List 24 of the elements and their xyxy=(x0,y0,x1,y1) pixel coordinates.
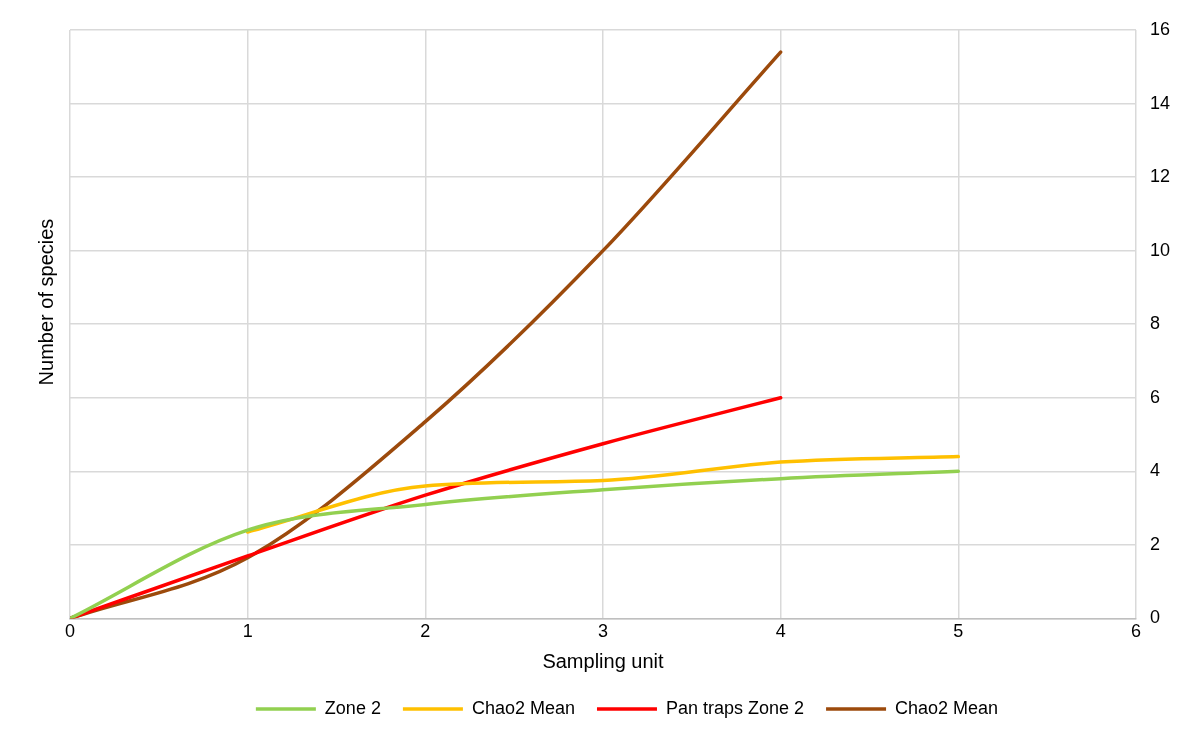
line-series xyxy=(245,454,961,534)
legend-label: Chao2 Mean xyxy=(471,697,575,718)
x-tick-label: 0 xyxy=(64,621,76,642)
x-axis-title: Sampling unit xyxy=(542,649,665,672)
legend-label: Chao2 Mean xyxy=(895,697,999,718)
legend-label: Pan traps Zone 2 xyxy=(665,697,805,718)
x-tick-label: 6 xyxy=(1130,621,1141,642)
y-tick-label: 14 xyxy=(1149,92,1171,113)
x-tick-label: 2 xyxy=(420,621,431,642)
line-series xyxy=(70,469,961,619)
y-tick-label: 8 xyxy=(1149,313,1160,334)
x-tick-label: 3 xyxy=(597,621,608,642)
y-tick-label: 16 xyxy=(1149,18,1171,39)
x-tick-label: 1 xyxy=(242,621,253,642)
x-tick-label: 5 xyxy=(953,621,964,642)
legend-label: Zone 2 xyxy=(324,697,381,718)
y-tick-label: 12 xyxy=(1149,166,1171,187)
x-tick-label: 4 xyxy=(775,621,786,642)
y-tick-label: 0 xyxy=(1149,607,1160,628)
y-tick-label: 2 xyxy=(1149,533,1160,554)
y-tick-label: 4 xyxy=(1149,460,1160,481)
y-tick-label: 10 xyxy=(1149,239,1171,260)
y-axis-title: Number of species xyxy=(34,218,58,386)
y-tick-label: 6 xyxy=(1149,386,1160,407)
